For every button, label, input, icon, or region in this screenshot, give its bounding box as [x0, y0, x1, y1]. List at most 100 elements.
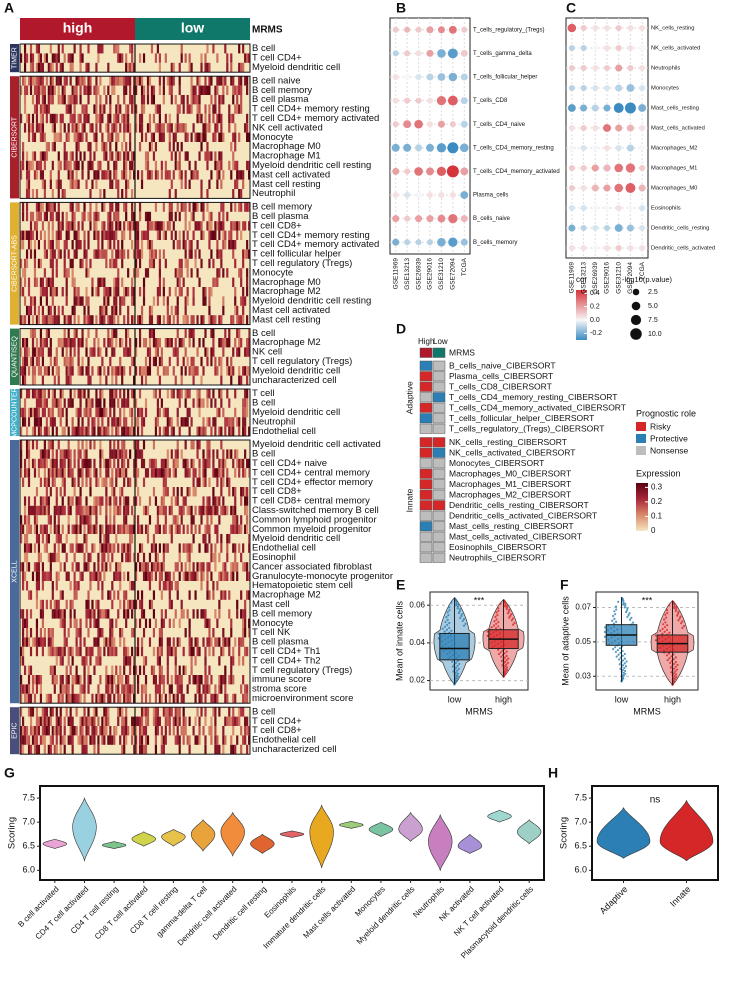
dot	[391, 143, 400, 152]
x-tick-label: low	[448, 694, 462, 704]
heatmap-texture	[206, 449, 209, 459]
jitter-texture	[672, 677, 675, 680]
heatmap-texture	[57, 375, 60, 385]
heatmap-texture	[51, 440, 54, 450]
heatmap-texture	[160, 735, 163, 745]
heatmap-texture	[25, 85, 29, 95]
heatmap-texture	[184, 440, 187, 450]
jitter-texture	[454, 666, 458, 669]
heatmap-texture	[51, 76, 54, 86]
heatmap-texture	[218, 407, 221, 418]
heatmap-texture	[168, 726, 171, 736]
heatmap-texture	[77, 113, 80, 124]
dot	[568, 124, 575, 132]
heatmap-texture	[20, 609, 23, 619]
heatmap-texture	[25, 202, 29, 212]
heatmap-texture	[105, 534, 108, 544]
heatmap-texture	[182, 240, 185, 250]
heatmap-texture	[97, 249, 100, 259]
heatmap-texture	[200, 179, 203, 189]
heatmap-texture	[61, 426, 64, 436]
heatmap-texture	[95, 389, 98, 399]
heatmap-texture	[140, 684, 144, 694]
heatmap-texture	[190, 132, 193, 142]
heatmap-texture	[168, 315, 171, 325]
role-tile	[419, 402, 433, 413]
heatmap-texture	[214, 468, 217, 478]
heatmap-texture	[83, 104, 86, 114]
heatmap-texture	[29, 628, 33, 638]
heatmap-texture	[123, 477, 126, 487]
heatmap-texture	[184, 123, 187, 133]
heatmap-texture	[190, 170, 193, 180]
heatmap-texture	[33, 268, 37, 278]
heatmap-texture	[194, 656, 197, 666]
jitter-texture	[511, 617, 515, 620]
heatmap-texture	[59, 468, 62, 478]
heatmap-texture	[127, 552, 130, 563]
heatmap-texture	[41, 562, 44, 572]
jitter-texture	[676, 663, 679, 667]
heatmap-texture	[202, 458, 205, 469]
heatmap-texture	[103, 249, 106, 259]
heatmap-texture	[188, 338, 191, 348]
heatmap-texture	[67, 123, 70, 133]
panel-letter: A	[4, 0, 14, 16]
heatmap-texture	[39, 202, 43, 212]
heatmap-texture	[47, 744, 50, 755]
panel-letter: C	[566, 0, 576, 16]
role-tile	[432, 447, 446, 458]
heatmap-texture	[238, 707, 241, 717]
heatmap-texture	[37, 637, 41, 647]
heatmap-texture	[212, 389, 215, 399]
jitter-texture	[457, 603, 460, 606]
column-label: GSE26939	[592, 262, 599, 294]
heatmap-texture	[35, 221, 39, 231]
heatmap-texture	[123, 716, 126, 726]
heatmap-texture	[47, 628, 50, 638]
heatmap-texture	[204, 132, 207, 142]
row-label: B cell naive	[252, 75, 301, 86]
heatmap-texture	[73, 179, 76, 189]
heatmap-texture	[125, 189, 128, 199]
heatmap-texture	[224, 338, 227, 348]
heatmap-texture	[61, 505, 64, 516]
heatmap-texture	[117, 590, 120, 600]
heatmap-texture	[178, 104, 181, 114]
heatmap-texture	[99, 449, 102, 459]
heatmap-texture	[208, 628, 211, 638]
heatmap-texture	[142, 458, 146, 469]
violin	[457, 833, 483, 854]
heatmap-texture	[41, 132, 44, 142]
heatmap-texture	[202, 398, 205, 408]
heatmap-texture	[146, 524, 150, 534]
heatmap-texture	[49, 552, 52, 563]
row-label: Eosinophil	[252, 552, 296, 563]
heatmap-texture	[232, 562, 235, 572]
heatmap-texture	[75, 202, 78, 212]
jitter-texture	[662, 623, 665, 626]
heatmap-texture	[107, 707, 110, 717]
heatmap-texture	[97, 693, 100, 704]
heatmap-texture	[89, 211, 92, 222]
heatmap-texture	[87, 95, 90, 105]
heatmap-texture	[59, 249, 62, 259]
heatmap-texture	[148, 552, 152, 563]
heatmap-texture	[77, 628, 80, 638]
heatmap-texture	[123, 458, 126, 469]
heatmap-texture	[51, 581, 54, 591]
heatmap-texture	[33, 426, 37, 436]
y-tick-label: 0.07	[575, 603, 591, 612]
heatmap-texture	[142, 628, 146, 638]
heatmap-texture	[115, 277, 118, 287]
heatmap-texture	[224, 716, 227, 726]
heatmap-texture	[71, 95, 74, 105]
heatmap-texture	[25, 581, 29, 591]
heatmap-texture	[23, 505, 27, 516]
heatmap-texture	[117, 458, 120, 469]
heatmap-texture	[85, 398, 88, 408]
heatmap-texture	[95, 398, 98, 408]
heatmap-texture	[33, 693, 37, 704]
heatmap-texture	[67, 315, 70, 325]
heatmap-texture	[29, 211, 33, 222]
